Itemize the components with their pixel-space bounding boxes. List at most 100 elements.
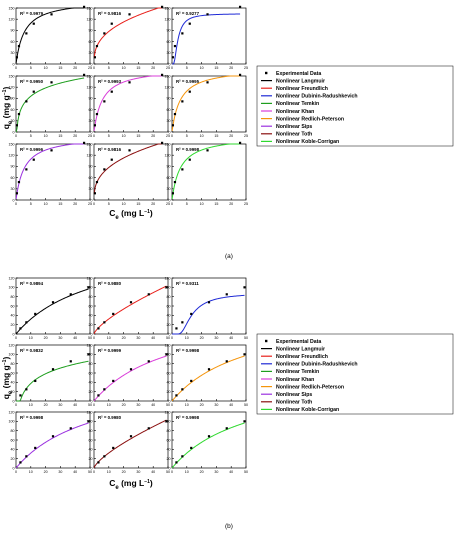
- y-tick-label: 80: [89, 295, 93, 299]
- x-tick-label: 10: [29, 336, 33, 340]
- y-tick-label: 60: [11, 40, 15, 44]
- x-axis-label: Ce (mg L−1): [109, 478, 153, 491]
- y-tick-label: 90: [167, 97, 171, 101]
- part-label: (b): [225, 523, 233, 530]
- y-tick-label: 60: [11, 438, 15, 442]
- y-tick-label: 60: [89, 176, 93, 180]
- y-tick-label: 30: [11, 119, 15, 123]
- y-tick-label: 0: [91, 399, 93, 403]
- x-tick-label: 10: [200, 202, 204, 206]
- subplot-frame: [15, 411, 91, 469]
- subplot-frame: [171, 75, 247, 133]
- data-point: [103, 455, 106, 458]
- data-point: [19, 327, 22, 330]
- data-point: [165, 353, 168, 356]
- y-tick-label: 150: [87, 74, 93, 78]
- y-tick-label: 90: [89, 165, 93, 169]
- x-tick-label: 20: [229, 202, 233, 206]
- data-point: [95, 180, 99, 184]
- data-point: [50, 81, 53, 84]
- y-tick-label: 150: [9, 6, 15, 10]
- data-point: [243, 353, 246, 356]
- r-squared-label: R² = 0.9894: [20, 281, 44, 286]
- fit-curve: [171, 422, 245, 469]
- x-tick-label: 30: [214, 336, 218, 340]
- y-tick-label: 0: [91, 130, 93, 134]
- x-tick-label: 50: [244, 470, 248, 474]
- r-squared-label: R² = 0.9998: [176, 348, 200, 353]
- y-tick-label: 30: [167, 51, 171, 55]
- legend-label: Nonlinear Temkin: [276, 101, 319, 107]
- data-point: [147, 360, 150, 363]
- data-point: [171, 56, 174, 59]
- x-tick-label: 15: [136, 134, 140, 138]
- data-point: [129, 368, 133, 371]
- subplot-frame: [171, 277, 247, 335]
- y-tick-label: 60: [167, 438, 171, 442]
- x-tick-label: 0: [171, 470, 173, 474]
- fit-curve: [93, 355, 167, 402]
- x-tick-label: 10: [122, 134, 126, 138]
- legend-label: Nonlinear Dubinin-Radushkevich: [276, 362, 358, 368]
- legend-label: Nonlinear Koble-Corrigan: [276, 139, 339, 145]
- x-tick-label: 5: [186, 202, 188, 206]
- y-tick-label: 20: [167, 390, 171, 394]
- x-tick-label: 10: [185, 403, 189, 407]
- x-tick-label: 50: [166, 403, 170, 407]
- data-point: [19, 461, 22, 464]
- data-point: [69, 427, 72, 430]
- data-point: [225, 293, 228, 296]
- fit-curve: [93, 143, 163, 195]
- data-point: [173, 180, 177, 184]
- subplot-frame: [93, 7, 169, 65]
- x-tick-label: 20: [200, 403, 204, 407]
- fit-curve: [171, 75, 241, 131]
- x-tick-label: 0: [15, 336, 17, 340]
- data-point: [112, 312, 115, 316]
- r-squared-label: R² = 0.9996: [20, 147, 44, 152]
- x-tick-label: 10: [200, 134, 204, 138]
- fit-curve: [15, 143, 85, 199]
- x-tick-label: 10: [44, 202, 48, 206]
- data-point: [25, 455, 28, 458]
- legend-label: Nonlinear Langmuir: [276, 346, 325, 352]
- y-tick-label: 90: [11, 97, 15, 101]
- data-point: [188, 90, 191, 93]
- x-tick-label: 20: [151, 202, 155, 206]
- data-point: [17, 44, 21, 48]
- data-point: [25, 388, 28, 391]
- data-point: [181, 455, 184, 458]
- y-tick-label: 120: [9, 343, 15, 347]
- x-tick-label: 15: [136, 66, 140, 70]
- x-tick-label: 40: [229, 336, 233, 340]
- data-point: [112, 446, 115, 450]
- data-point: [225, 360, 228, 363]
- subplot-frame: [93, 75, 169, 133]
- y-tick-label: 120: [165, 410, 171, 414]
- fit-curve: [15, 77, 85, 133]
- x-tick-label: 10: [200, 66, 204, 70]
- y-tick-label: 100: [9, 353, 15, 357]
- r-squared-label: R² = 0.9998: [176, 415, 200, 420]
- y-tick-label: 0: [13, 332, 15, 336]
- data-point: [69, 293, 72, 296]
- x-tick-label: 25: [244, 66, 248, 70]
- y-tick-label: 120: [9, 154, 15, 158]
- y-tick-label: 20: [11, 323, 15, 327]
- y-tick-label: 100: [165, 286, 171, 290]
- y-tick-label: 120: [87, 276, 93, 280]
- data-point: [34, 446, 37, 450]
- data-point: [25, 100, 28, 103]
- legend-label: Nonlinear Temkin: [276, 369, 319, 375]
- x-tick-label: 10: [44, 66, 48, 70]
- data-point: [93, 192, 96, 195]
- y-tick-label: 30: [11, 51, 15, 55]
- data-point: [19, 394, 22, 397]
- subplot-frame: [15, 344, 91, 402]
- data-point: [181, 100, 184, 103]
